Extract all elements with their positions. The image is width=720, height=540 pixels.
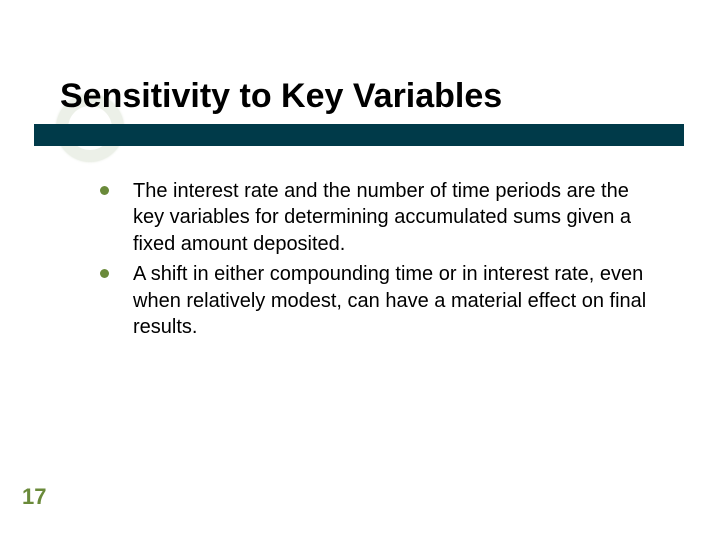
title-area: Sensitivity to Key Variables bbox=[60, 78, 680, 115]
bullet-text: The interest rate and the number of time… bbox=[133, 178, 664, 257]
title-underline bbox=[34, 124, 684, 146]
list-item: A shift in either compounding time or in… bbox=[100, 261, 664, 340]
slide-title: Sensitivity to Key Variables bbox=[60, 78, 680, 115]
list-item: The interest rate and the number of time… bbox=[100, 178, 664, 257]
bullet-icon bbox=[100, 269, 109, 278]
page-number: 17 bbox=[22, 484, 46, 510]
bullet-list: The interest rate and the number of time… bbox=[100, 178, 664, 340]
slide: Sensitivity to Key Variables The interes… bbox=[0, 0, 720, 540]
bullet-icon bbox=[100, 186, 109, 195]
content-area: The interest rate and the number of time… bbox=[100, 178, 664, 344]
bullet-text: A shift in either compounding time or in… bbox=[133, 261, 664, 340]
